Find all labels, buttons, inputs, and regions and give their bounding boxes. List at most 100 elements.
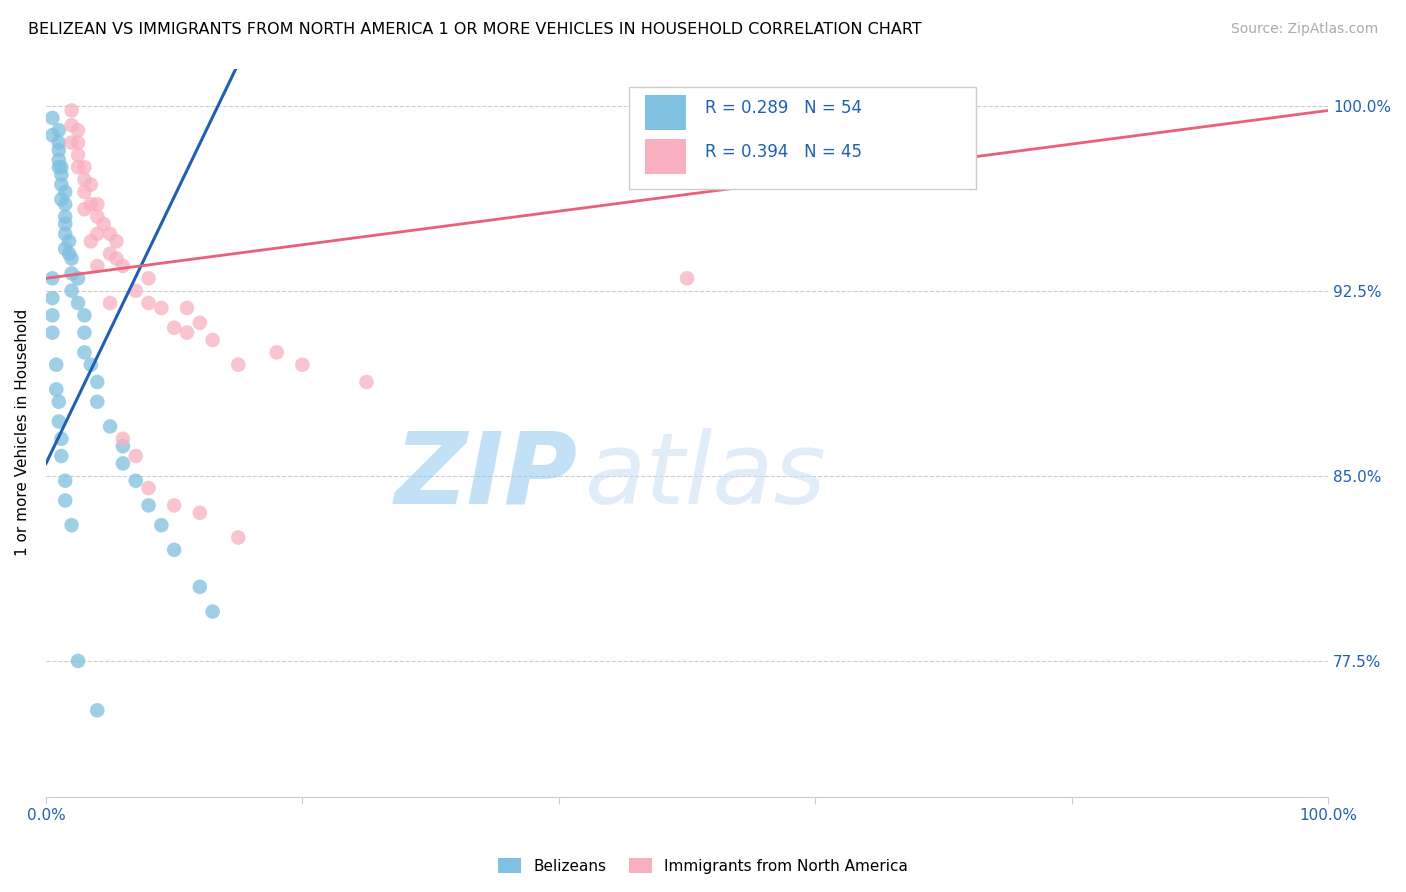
Point [53, 493, 76, 508]
Point [41, 128, 63, 143]
Point [80, 197, 103, 211]
Point [66, 271, 89, 285]
Point [226, 531, 249, 545]
Text: BELIZEAN VS IMMIGRANTS FROM NORTH AMERICA 1 OR MORE VEHICLES IN HOUSEHOLD CORREL: BELIZEAN VS IMMIGRANTS FROM NORTH AMERIC… [28, 22, 922, 37]
Point [98, 296, 121, 310]
Point [66, 136, 89, 150]
Point [48, 394, 70, 409]
Point [176, 326, 198, 340]
Point [53, 210, 76, 224]
Point [58, 235, 80, 249]
Point [66, 123, 89, 137]
Point [105, 252, 128, 266]
Point [66, 148, 89, 162]
Point [53, 197, 76, 211]
Point [111, 457, 134, 471]
Point [53, 185, 76, 199]
Text: atlas: atlas [585, 428, 827, 524]
Point [48, 153, 70, 167]
Point [176, 301, 198, 315]
Point [86, 394, 108, 409]
Point [86, 259, 108, 273]
Point [45, 383, 67, 397]
Point [266, 345, 288, 359]
Point [188, 506, 211, 520]
Point [125, 284, 148, 298]
FancyBboxPatch shape [630, 87, 976, 189]
Point [138, 296, 160, 310]
Point [188, 580, 211, 594]
Text: R = 0.394   N = 45: R = 0.394 N = 45 [704, 143, 862, 161]
Point [60, 266, 83, 280]
Point [60, 103, 83, 118]
Point [150, 518, 173, 533]
Point [188, 316, 211, 330]
Point [226, 358, 249, 372]
Point [41, 111, 63, 125]
Point [291, 358, 314, 372]
Point [73, 202, 96, 217]
Point [51, 178, 73, 192]
Point [73, 309, 96, 323]
Point [150, 301, 173, 315]
Point [53, 217, 76, 231]
Point [51, 432, 73, 446]
Point [60, 284, 83, 298]
Point [111, 432, 134, 446]
Point [111, 439, 134, 453]
Point [41, 291, 63, 305]
Point [163, 542, 186, 557]
Point [48, 161, 70, 175]
Point [41, 326, 63, 340]
Point [86, 227, 108, 241]
Point [105, 235, 128, 249]
Point [51, 449, 73, 463]
Point [53, 227, 76, 241]
Point [51, 168, 73, 182]
FancyBboxPatch shape [645, 139, 686, 174]
Point [48, 143, 70, 157]
Point [125, 474, 148, 488]
Point [80, 358, 103, 372]
Point [86, 703, 108, 717]
Point [93, 217, 115, 231]
Point [98, 227, 121, 241]
Point [53, 242, 76, 256]
Point [163, 320, 186, 334]
Point [80, 235, 103, 249]
Point [48, 415, 70, 429]
Point [60, 136, 83, 150]
Point [53, 474, 76, 488]
Point [48, 123, 70, 137]
Point [138, 481, 160, 495]
Point [58, 246, 80, 260]
Point [60, 252, 83, 266]
Point [125, 449, 148, 463]
Point [138, 271, 160, 285]
Text: R = 0.289   N = 54: R = 0.289 N = 54 [704, 99, 862, 117]
Point [51, 192, 73, 206]
Point [60, 118, 83, 132]
Point [163, 499, 186, 513]
Point [41, 271, 63, 285]
Point [51, 161, 73, 175]
Point [356, 375, 378, 389]
Point [73, 326, 96, 340]
Point [73, 172, 96, 186]
Point [45, 358, 67, 372]
Point [73, 345, 96, 359]
Point [41, 309, 63, 323]
Point [86, 375, 108, 389]
Point [80, 178, 103, 192]
Point [86, 197, 108, 211]
Point [201, 333, 224, 347]
Point [73, 185, 96, 199]
Y-axis label: 1 or more Vehicles in Household: 1 or more Vehicles in Household [15, 309, 30, 557]
Point [60, 518, 83, 533]
Point [676, 271, 699, 285]
Point [98, 246, 121, 260]
Point [138, 499, 160, 513]
Point [66, 296, 89, 310]
Point [48, 136, 70, 150]
Point [66, 654, 89, 668]
